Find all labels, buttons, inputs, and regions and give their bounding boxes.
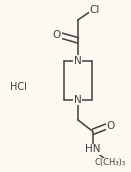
Text: N: N (74, 56, 82, 66)
Text: Cl: Cl (90, 5, 100, 15)
Text: O: O (53, 30, 61, 40)
Text: O: O (106, 121, 114, 131)
Text: HCl: HCl (10, 82, 26, 92)
Text: N: N (74, 95, 82, 105)
Text: HN: HN (85, 144, 101, 154)
Text: C(CH₃)₃: C(CH₃)₃ (95, 158, 126, 167)
